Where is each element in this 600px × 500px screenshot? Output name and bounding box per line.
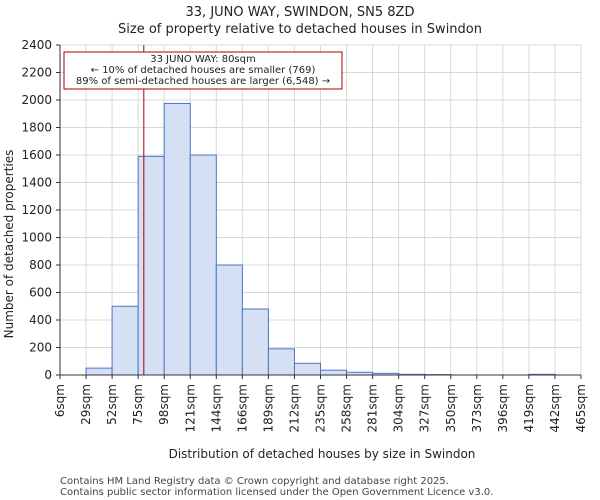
bar bbox=[111, 305, 139, 376]
x-tick-label: 281sqm bbox=[366, 384, 380, 432]
x-tick-label: 144sqm bbox=[209, 384, 223, 432]
chart-title-line1: 33, JUNO WAY, SWINDON, SN5 8ZD bbox=[186, 5, 415, 20]
y-tick-label: 2000 bbox=[21, 93, 52, 107]
x-tick-label: 304sqm bbox=[392, 384, 406, 432]
y-tick-label: 400 bbox=[29, 313, 52, 327]
y-tick-label: 1600 bbox=[21, 148, 52, 162]
x-tick-label: 212sqm bbox=[287, 384, 301, 432]
x-tick-label: 6sqm bbox=[53, 384, 67, 417]
chart-title-line2: Size of property relative to detached ho… bbox=[118, 22, 482, 37]
y-tick-label: 0 bbox=[44, 368, 52, 382]
footer-line2: Contains public sector information licen… bbox=[60, 487, 493, 498]
y-tick-label: 1400 bbox=[21, 176, 52, 190]
x-tick-label: 373sqm bbox=[470, 384, 484, 432]
bar bbox=[85, 367, 113, 376]
annotation-line3: 89% of semi-detached houses are larger (… bbox=[76, 76, 330, 87]
x-tick-label: 98sqm bbox=[157, 384, 171, 425]
y-tick-label: 2400 bbox=[21, 38, 52, 52]
bar bbox=[137, 155, 165, 376]
x-axis-label: Distribution of detached houses by size … bbox=[169, 447, 476, 461]
y-tick-label: 800 bbox=[29, 258, 52, 272]
x-tick-label: 75sqm bbox=[131, 384, 145, 425]
x-tick-label: 258sqm bbox=[340, 384, 354, 432]
y-tick-label: 2200 bbox=[21, 66, 52, 80]
bar bbox=[241, 308, 269, 376]
bar bbox=[320, 369, 348, 376]
bar bbox=[267, 348, 295, 376]
x-tick-label: 189sqm bbox=[261, 384, 275, 432]
footer-line1: Contains HM Land Registry data © Crown c… bbox=[60, 476, 449, 487]
annotation-box: 33 JUNO WAY: 80sqm ← 10% of detached hou… bbox=[63, 51, 343, 90]
y-tick-label: 200 bbox=[29, 341, 52, 355]
annotation-line1: 33 JUNO WAY: 80sqm bbox=[150, 54, 255, 65]
x-tick-label: 121sqm bbox=[183, 384, 197, 432]
bar bbox=[215, 264, 243, 376]
y-tick-label: 1800 bbox=[21, 121, 52, 135]
x-tick-label: 419sqm bbox=[522, 384, 536, 432]
x-tick-labels: 6sqm 29sqm 52sqm 75sqm 98sqm 121sqm 144sqm 166s… bbox=[53, 375, 588, 432]
x-tick-label: 235sqm bbox=[314, 384, 328, 432]
bars bbox=[85, 102, 556, 376]
annotation-line2: ← 10% of detached houses are smaller (76… bbox=[91, 65, 316, 76]
y-tick-labels: 0 200 400 600 800 1000 1200 1400 1600 1800 2000 220… bbox=[21, 38, 60, 382]
y-tick-label: 600 bbox=[29, 286, 52, 300]
annotation-frame bbox=[63, 51, 343, 90]
grid-lines bbox=[59, 44, 582, 376]
x-tick-label: 29sqm bbox=[79, 384, 93, 425]
y-axis-label: Number of detached properties bbox=[2, 150, 16, 339]
x-tick-label: 350sqm bbox=[444, 384, 458, 432]
x-tick-label: 442sqm bbox=[548, 384, 562, 432]
x-tick-label: 52sqm bbox=[105, 384, 119, 425]
bar bbox=[293, 362, 322, 376]
x-tick-label: 166sqm bbox=[235, 384, 249, 432]
x-tick-label: 396sqm bbox=[496, 384, 510, 432]
bar bbox=[189, 154, 217, 376]
y-tick-label: 1000 bbox=[21, 231, 52, 245]
bar bbox=[163, 102, 191, 376]
x-tick-label: 327sqm bbox=[418, 384, 432, 432]
y-tick-label: 1200 bbox=[21, 203, 52, 217]
x-tick-label: 465sqm bbox=[574, 384, 588, 432]
